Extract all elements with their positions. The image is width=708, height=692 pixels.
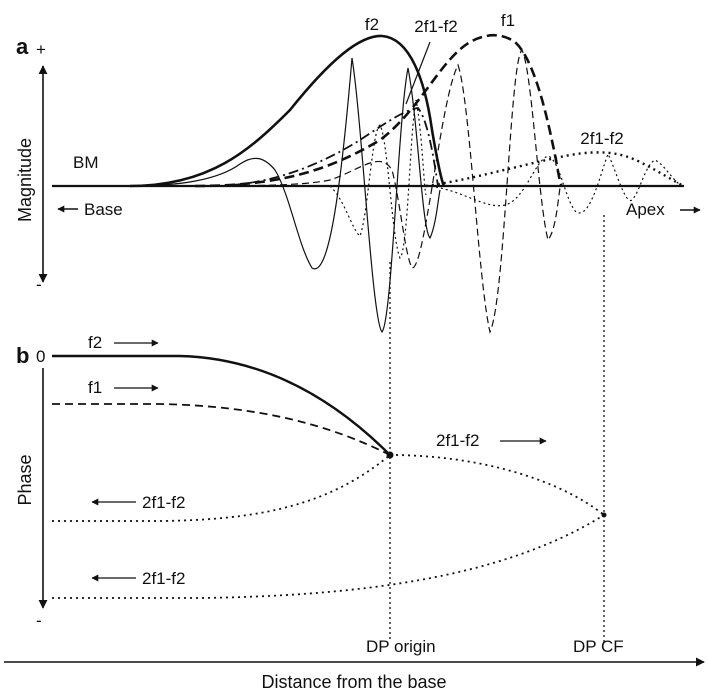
dp-reverse-phase-origin [52, 454, 391, 522]
label-2f1-f2-reverse-1: 2f1-f2 [142, 493, 185, 512]
magnitude-plus-sign: + [36, 40, 46, 59]
f1-envelope [194, 33, 564, 188]
dp-origin-label: DP origin [366, 637, 436, 656]
dp-source-envelope [209, 107, 439, 187]
bm-label: BM [73, 153, 99, 172]
panel-b: b 0 - Phase f2 f1 2f1-f2 2f1-f2 2f1-f2 [15, 333, 607, 630]
label-f1-phase: f1 [88, 378, 102, 397]
base-label: Base [84, 200, 123, 219]
f1-phase-curve [52, 403, 391, 456]
panel-a: a + - Magnitude BM Base Apex f2 [15, 11, 701, 334]
phase-minus-sign: - [36, 611, 42, 630]
distance-axis-label: Distance from the base [261, 672, 446, 692]
label-2f1-f2-cf: 2f1-f2 [580, 129, 623, 148]
apex-label: Apex [626, 200, 665, 219]
label-2f1-f2-origin-leader [405, 41, 431, 105]
panel-b-label: b [16, 343, 29, 368]
label-2f1-f2-forward: 2f1-f2 [436, 431, 479, 450]
f2-travelling-wave [129, 57, 441, 333]
dp-reverse-phase-cf [52, 514, 605, 599]
phase-axis-label: Phase [15, 454, 35, 505]
label-2f1-f2-reverse-2: 2f1-f2 [142, 569, 185, 588]
dp-wave-near-origin [329, 99, 427, 260]
label-2f1-f2-origin: 2f1-f2 [414, 17, 457, 36]
dp-cf-envelope [425, 151, 685, 188]
label-f1-magnitude: f1 [501, 11, 515, 30]
magnitude-minus-sign: - [36, 275, 42, 294]
dp-origin-junction-point [386, 451, 394, 459]
f2-envelope [129, 34, 446, 188]
phase-zero-label: 0 [36, 347, 45, 366]
label-f2-magnitude: f2 [365, 15, 379, 34]
dp-forward-phase [389, 454, 605, 516]
dp-cf-label: DP CF [573, 637, 624, 656]
label-f2-phase: f2 [88, 333, 102, 352]
panel-a-label: a [16, 34, 29, 59]
f2-phase-curve [52, 354, 391, 456]
magnitude-axis-label: Magnitude [15, 138, 35, 222]
